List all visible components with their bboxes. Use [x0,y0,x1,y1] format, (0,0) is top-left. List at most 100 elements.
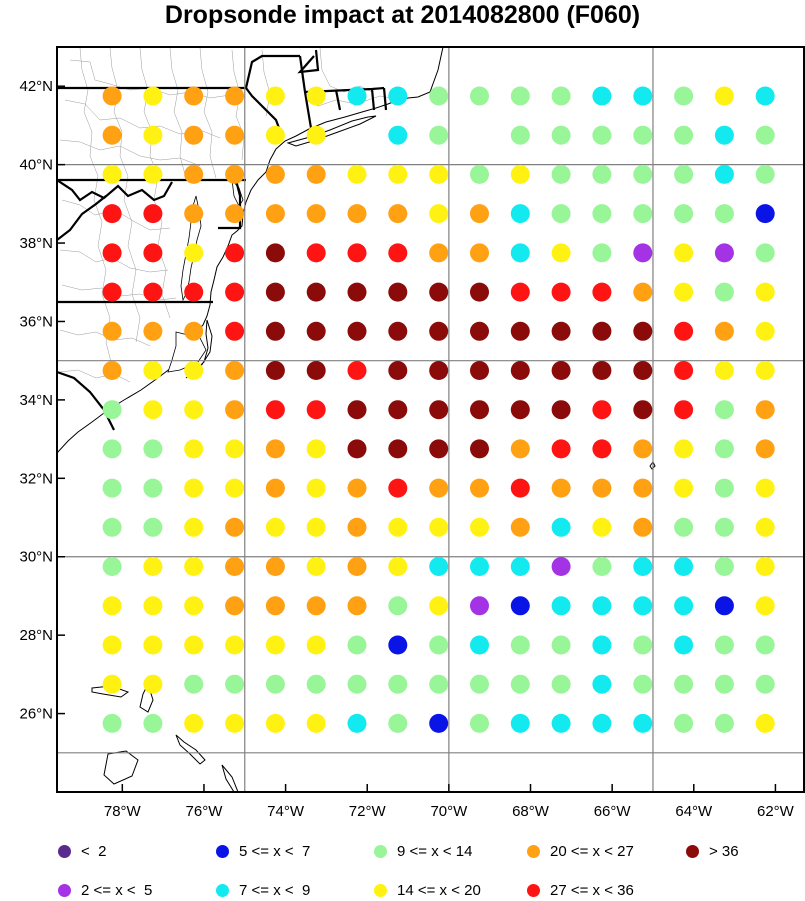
impact-dot [470,478,489,498]
impact-dot [633,243,653,263]
impact-dot [551,635,571,655]
legend-label: < 2 [81,842,107,860]
impact-dot [102,321,122,341]
longitude-labels: 78°W 76°W 74°W 72°W 70°W 68°W 66°W 64°W 62°W [104,784,795,820]
impact-dot [388,713,408,733]
impact-dot [755,596,775,616]
impact-dot [388,517,408,537]
impact-dot [714,400,734,420]
impact-dot [714,321,734,341]
legend-label: 9 <= x < 14 [397,842,473,860]
lon-tick-label: 66°W [594,803,632,820]
impact-dot [388,361,408,380]
latitude-labels: 42°N 40°N 38°N 36°N 34°N 32°N 30°N 28°N 26°N [19,78,65,723]
impact-dot [429,86,449,106]
impact-dot [633,125,653,145]
impact-dot [184,635,204,655]
impact-dot [755,125,775,145]
impact-dot [143,361,163,380]
impact-dot [265,713,285,733]
impact-dot [470,635,489,655]
impact-dot [674,557,694,576]
impact-dot [306,86,326,106]
impact-dot [470,282,489,302]
impact-dot [347,596,367,616]
impact-dot [143,713,163,733]
impact-dot [714,125,734,145]
impact-dot [306,400,326,420]
impact-dot [265,400,285,420]
impact-dot [429,164,449,184]
impact-dot [755,86,775,106]
impact-dot [429,557,449,576]
impact-dot [265,282,285,302]
impact-dot [388,321,408,341]
impact-dot [265,204,285,224]
legend-label: 14 <= x < 20 [397,881,481,899]
impact-dot [388,596,408,616]
legend-item: 9 <= x < 14 [374,840,472,862]
impact-dot [265,361,285,380]
impact-dot [755,478,775,498]
lat-tick-label: 26°N [19,706,53,723]
impact-dot [184,243,204,263]
impact-dot [102,204,122,224]
impact-dot [388,635,408,655]
impact-dot [674,321,694,341]
impact-dot [674,400,694,420]
impact-dot [470,243,489,263]
impact-dot [510,517,530,537]
impact-dot [347,635,367,655]
impact-dot [143,164,163,184]
impact-dot [470,713,489,733]
impact-dot [551,478,571,498]
impact-dot [510,439,530,459]
impact-dot [265,164,285,184]
impact-dot [225,635,245,655]
impact-dot [429,674,449,694]
impact-dot [347,713,367,733]
impact-dot [143,439,163,459]
impact-dot [265,439,285,459]
impact-dot [102,282,122,302]
dropsonde-map: 42°N 40°N 38°N 36°N 34°N 32°N 30°N 28°N 26°N 78°… [19,46,805,820]
impact-dot [510,713,530,733]
impact-dot [225,361,245,380]
impact-dot [102,400,122,420]
lat-tick-label: 32°N [19,470,53,487]
impact-dot [347,204,367,224]
impact-dot [633,635,653,655]
impact-dot [510,361,530,380]
impact-dot [633,321,653,341]
legend-item: 20 <= x < 27 [527,840,634,862]
lat-tick-label: 40°N [19,157,53,174]
impact-dot [592,282,612,302]
impact-dot [755,635,775,655]
impact-dot [429,439,449,459]
impact-dot [102,164,122,184]
impact-dot [388,557,408,576]
impact-dot [714,635,734,655]
impact-dot [429,321,449,341]
impact-dot [265,674,285,694]
bahamas-eleuthera [175,734,206,765]
impact-dot [225,243,245,263]
impact-dot [674,361,694,380]
impact-dot [551,204,571,224]
impact-dot [470,164,489,184]
impact-dot [184,400,204,420]
impact-dot [592,204,612,224]
impact-dot [429,596,449,616]
impact-dot [184,439,204,459]
impact-dot [470,596,489,616]
impact-dot [429,361,449,380]
impact-dot [143,557,163,576]
impact-dot [306,243,326,263]
impact-dot [347,439,367,459]
legend-item: 27 <= x < 36 [527,879,634,901]
impact-dot [184,125,204,145]
impact-dot [143,125,163,145]
impact-dot [470,439,489,459]
lon-tick-label: 70°W [430,803,468,820]
impact-dot [388,400,408,420]
